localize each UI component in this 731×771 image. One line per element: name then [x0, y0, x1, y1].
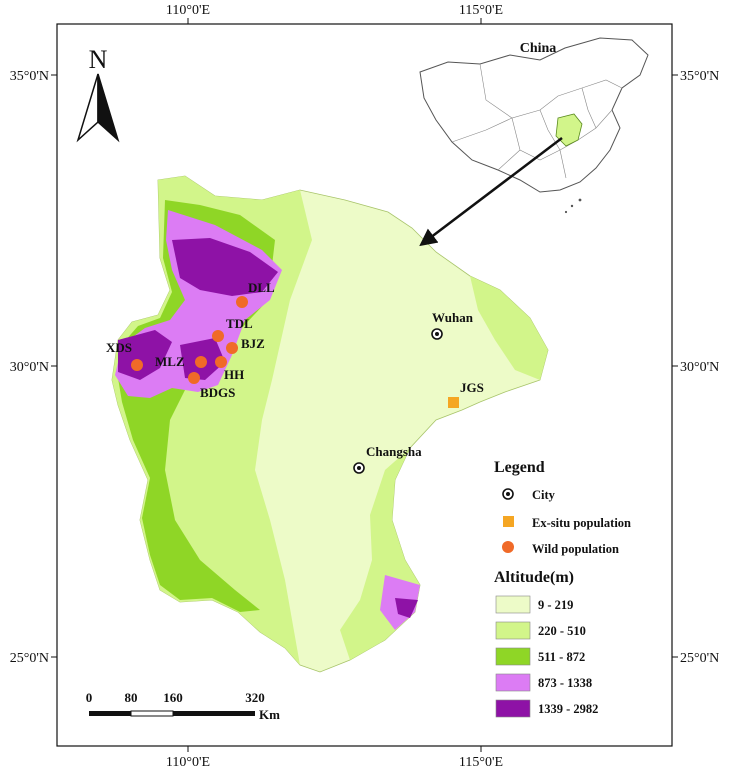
legend-class-3: 511 - 872	[538, 650, 585, 664]
legend-altitude-title: Altitude(m)	[494, 569, 574, 586]
legend-class-5: 1339 - 2982	[538, 702, 598, 716]
coord-bottom-115: 115°0'E	[459, 755, 503, 770]
altitude-1339-2982-west	[118, 330, 172, 380]
altitude-1339-2982-north	[172, 238, 278, 296]
coord-right-30: 30°0'N	[680, 360, 719, 375]
wild-label-dll: DLL	[248, 280, 275, 295]
legend-swatch-1	[495, 595, 531, 614]
inset-label: China	[520, 41, 557, 56]
wild-label-xds: XDS	[106, 340, 132, 355]
legend-class-4: 873 - 1338	[538, 676, 592, 690]
scale-tick-0: 0	[86, 690, 93, 705]
legend-swatch-2	[495, 621, 531, 640]
wild-populations: DLL TDL BJZ XDS MLZ HH BDGS	[106, 280, 275, 400]
legend-wild-symbol	[502, 541, 514, 553]
wild-marker-mlz	[195, 356, 207, 368]
north-label: N	[89, 45, 108, 74]
china-inset: China	[419, 37, 649, 214]
study-area-highlight	[555, 113, 583, 147]
wild-marker-dll	[236, 296, 248, 308]
wild-marker-hh	[215, 356, 227, 368]
map-frame	[56, 23, 673, 747]
coord-right-25: 25°0'N	[680, 651, 719, 666]
legend-title: Legend	[494, 459, 545, 476]
coord-left-30: 30°0'N	[10, 360, 49, 375]
altitude-220-510-northeast	[470, 276, 548, 380]
scale-tick-320: 320	[245, 690, 265, 705]
wild-marker-xds	[131, 359, 143, 371]
wild-label-bdgs: BDGS	[200, 385, 235, 400]
wild-marker-bdgs	[188, 372, 200, 384]
coord-left-35: 35°0'N	[10, 69, 49, 84]
inset-pointer-arrow	[419, 137, 563, 247]
coord-top-115: 115°0'E	[459, 3, 503, 18]
coord-bottom-110: 110°0'E	[166, 755, 210, 770]
wild-label-hh: HH	[224, 367, 244, 382]
legend-class-2: 220 - 510	[538, 624, 586, 638]
wild-label-mlz: MLZ	[155, 354, 185, 369]
exsitu-label-jgs: JGS	[460, 380, 484, 395]
city-wuhan: Wuhan	[431, 310, 474, 340]
coord-right-35: 35°0'N	[680, 69, 719, 84]
legend-exsitu-label: Ex-situ population	[532, 516, 631, 530]
wild-label-tdl: TDL	[226, 316, 253, 331]
scale-tick-80: 80	[125, 690, 138, 705]
scale-tick-160: 160	[163, 690, 183, 705]
legend: Legend City Ex-situ population Wild popu…	[494, 459, 631, 718]
city-changsha: Changsha	[353, 444, 422, 474]
wild-marker-bjz	[226, 342, 238, 354]
wild-label-bjz: BJZ	[241, 336, 265, 351]
exsitu-jgs: JGS	[448, 380, 484, 408]
legend-exsitu-symbol	[503, 516, 514, 527]
city-label-wuhan: Wuhan	[432, 310, 474, 325]
altitude-1339-2982-south	[395, 598, 418, 618]
legend-city-label: City	[532, 488, 556, 502]
legend-wild-label: Wild population	[532, 542, 619, 556]
scale-unit: Km	[259, 707, 280, 722]
china-province-lines	[451, 63, 623, 179]
legend-swatch-3	[495, 647, 531, 666]
legend-swatch-4	[495, 673, 531, 692]
coord-left-25: 25°0'N	[10, 651, 49, 666]
scale-bar: 0 80 160 320 Km	[86, 690, 280, 722]
china-outline	[419, 37, 649, 193]
city-label-changsha: Changsha	[366, 444, 422, 459]
wild-marker-tdl	[212, 330, 224, 342]
graticule-ticks	[51, 18, 678, 752]
legend-swatch-5	[495, 699, 531, 718]
north-arrow: N	[76, 45, 120, 143]
coord-top-110: 110°0'E	[166, 3, 210, 18]
legend-class-1: 9 - 219	[538, 598, 573, 612]
